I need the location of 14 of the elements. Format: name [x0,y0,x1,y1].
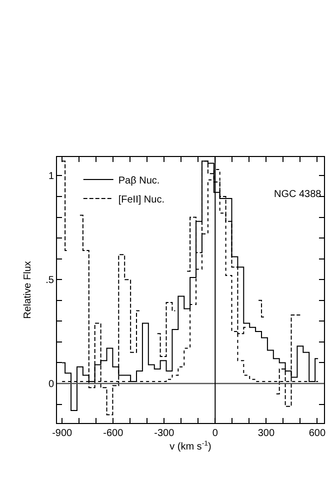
annotation: NGC 4388 [274,189,322,200]
x-tick-label: 0 [212,428,218,439]
y-axis-title: Relative Flux [22,261,34,319]
y-tick-label: .5 [46,275,54,286]
x-tick-label: -900 [52,428,73,439]
x-tick-label: -600 [103,428,124,439]
x-tick-label: 600 [308,428,326,439]
x-tick-label: -300 [154,428,175,439]
legend-label: Paβ Nuc. [118,175,160,186]
x-axis-title: v (km s$^{-1}$) [170,440,212,452]
legend-label: [FeII] Nuc. [118,194,164,206]
y-tick-label: 0 [48,379,54,390]
x-tick-label: 300 [258,428,275,439]
y-tick-label: 1 [48,171,54,182]
